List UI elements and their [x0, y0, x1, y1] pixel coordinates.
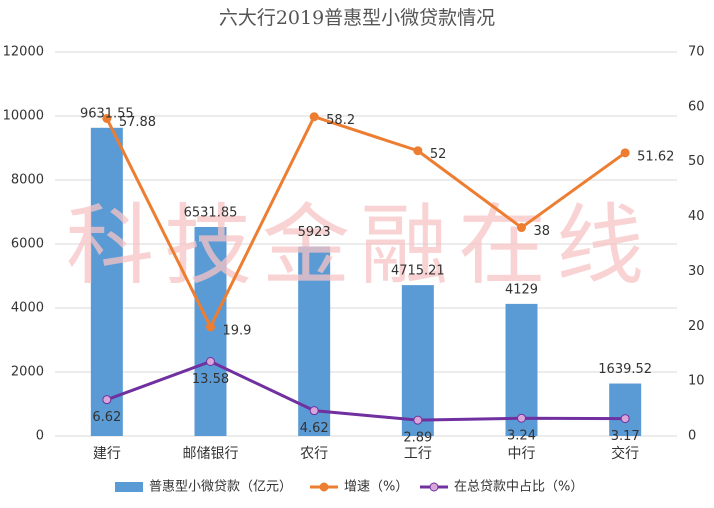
y-tick-label: 2000: [11, 365, 44, 380]
x-tick-label: 交行: [611, 445, 639, 462]
lines: [102, 112, 630, 425]
legend-swatch: [115, 482, 143, 492]
line: [106, 359, 626, 422]
point: [309, 112, 319, 122]
watermark: 科技金融在线: [66, 194, 654, 297]
y-tick-label: 4000: [11, 301, 44, 316]
data-label: 19.9: [223, 323, 252, 338]
data-label: 4715.21: [391, 264, 445, 279]
x-tick-label: 农行: [300, 446, 328, 462]
data-label: 4129: [505, 282, 538, 297]
data-label: 2.89: [403, 431, 432, 446]
x-tick-label: 邮储银行: [183, 446, 239, 462]
y-tick-label: 10000: [3, 109, 44, 124]
legend-label: 普惠型小微贷款（亿元）: [149, 480, 292, 495]
data-label: 38: [534, 224, 551, 239]
point: [102, 113, 112, 123]
y2-tick-label: 20: [688, 319, 705, 334]
y-tick-label: 6000: [11, 237, 44, 252]
point: [309, 406, 319, 416]
y2-tick-label: 60: [688, 99, 705, 114]
line: [105, 114, 627, 331]
legend-label: 增速（%）: [344, 480, 408, 495]
y2-tick-label: 50: [688, 154, 705, 169]
data-label: 52: [430, 147, 447, 162]
grid: 0 2000 4000 6000 8000 10000 12000 0 10 20 30 40 50 60…: [3, 45, 705, 463]
x-tick-label: 建行: [93, 446, 121, 462]
labels: 9631.55 6531.85 5923 4715.21 4129 1639.52 57.8…: [80, 106, 674, 445]
point: [206, 357, 215, 367]
bar: [90, 127, 123, 436]
data-label: 3.24: [507, 429, 536, 444]
point: [517, 223, 526, 233]
point: [620, 148, 630, 158]
legend-swatch: [429, 482, 439, 492]
y2-tick-label: 70: [688, 45, 705, 60]
y2-tick-label: 30: [688, 264, 705, 279]
data-label: 5923: [298, 225, 331, 240]
point: [102, 395, 112, 405]
x-tick-label: 中行: [508, 446, 536, 462]
bar: [401, 285, 434, 436]
point: [413, 146, 423, 156]
point: [517, 413, 526, 423]
y-tick-label: 12000: [3, 45, 44, 60]
y2-tick-label: 40: [688, 209, 705, 224]
legend-label: 在总贷款中占比（%）: [454, 480, 583, 495]
data-label: 1639.52: [598, 362, 652, 377]
data-label: 6.62: [92, 410, 121, 425]
data-label: 58.2: [326, 113, 355, 128]
data-label: 9631.55: [80, 106, 134, 121]
data-label: 13.58: [192, 372, 229, 387]
data-label: 6531.85: [184, 205, 238, 220]
y-tick-label: 8000: [11, 173, 44, 188]
point: [206, 322, 215, 332]
bar: [194, 226, 227, 436]
chart-title: 六大行2019普惠型小微贷款情况: [219, 7, 495, 29]
bar: [609, 383, 642, 436]
y2-tick-label: 0: [688, 429, 696, 444]
y-tick-label: 0: [36, 429, 44, 444]
x-tick-label: 工行: [404, 446, 432, 462]
data-label: 51.62: [637, 149, 674, 164]
legend-swatch: [319, 482, 329, 492]
point: [620, 414, 630, 424]
data-label: 3.17: [611, 429, 640, 444]
y2-tick-label: 10: [688, 374, 705, 389]
point: [413, 415, 423, 425]
data-label: 4.62: [300, 421, 329, 436]
data-label: 57.88: [119, 115, 156, 130]
